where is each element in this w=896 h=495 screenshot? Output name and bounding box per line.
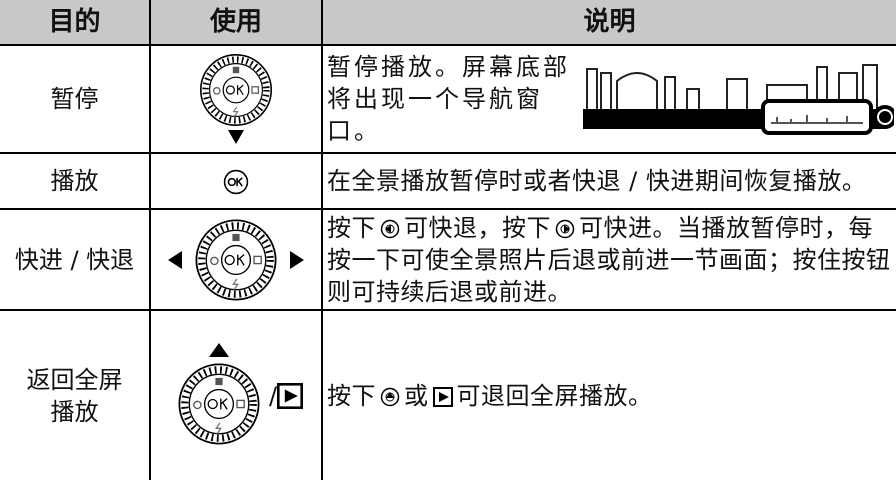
dial-up [169, 342, 269, 451]
purpose: 快进 / 快退 [0, 208, 151, 311]
description: 暂停播放。屏幕底部将出现一个导航窗口。 [321, 44, 896, 154]
text: 可快退，按下 [404, 213, 551, 242]
header-row: 目的 使用 说明 [0, 0, 896, 46]
description-wrap: 暂停播放。屏幕底部将出现一个导航窗口。 [327, 51, 894, 147]
header-cell: 使用 [149, 0, 323, 46]
left-button-icon [380, 219, 400, 238]
purpose: 返回全屏播放 [0, 309, 151, 480]
purpose-text: 返回全屏播放 [26, 365, 123, 426]
use-icon [149, 44, 323, 154]
navigation-window-image [582, 59, 894, 135]
table: 目的 使用 说明 暂停 暂停播放。屏幕底部将出现一个导航窗口。 [0, 0, 896, 480]
text: 按下 [327, 213, 376, 242]
use-separator: / [268, 381, 278, 410]
row: 返回全屏播放 / 按下或可退回全屏播放。 [0, 309, 896, 480]
use-icon [149, 152, 323, 210]
row: 快进 / 快退 按下 可快退，按下 可快进。当播放暂停时，每按一下可使全景照片后退或… [0, 208, 896, 311]
purpose: 播放 [0, 152, 151, 210]
row: 暂停 暂停播放。屏幕底部将出现一个导航窗口。 [0, 44, 896, 154]
right-button-icon [555, 219, 575, 238]
text: 按下 [327, 381, 376, 410]
header-cell: 说明 [321, 0, 896, 46]
description: 按下或可退回全屏播放。 [321, 309, 896, 480]
up-button-icon [380, 387, 400, 406]
dial-down [186, 50, 286, 144]
dial-left-right [168, 215, 304, 305]
use-icon [149, 208, 323, 311]
description: 按下 可快退，按下 可快进。当播放暂停时，每按一下可使全景照片后退或前进一节画面；按… [321, 208, 896, 311]
text: 可退回全屏播放。 [456, 381, 653, 410]
description-text: 暂停播放。屏幕底部将出现一个导航窗口。 [327, 53, 570, 145]
row: 播放 在全景播放暂停时或者快退 / 快进期间恢复播放。 [0, 152, 896, 210]
playback-icon [432, 386, 453, 407]
ok-button [223, 169, 249, 195]
header-cell: 目的 [0, 0, 151, 46]
text: 可快进。当播放暂停时，每按一下可使全景照片后退或前进一节画面；按住按钮则可持续后… [327, 213, 891, 306]
purpose: 暂停 [0, 44, 151, 154]
playback-icon [277, 382, 304, 409]
text: 或 [404, 381, 429, 410]
use-icon: / [149, 309, 323, 480]
description: 在全景播放暂停时或者快退 / 快进期间恢复播放。 [321, 152, 896, 210]
